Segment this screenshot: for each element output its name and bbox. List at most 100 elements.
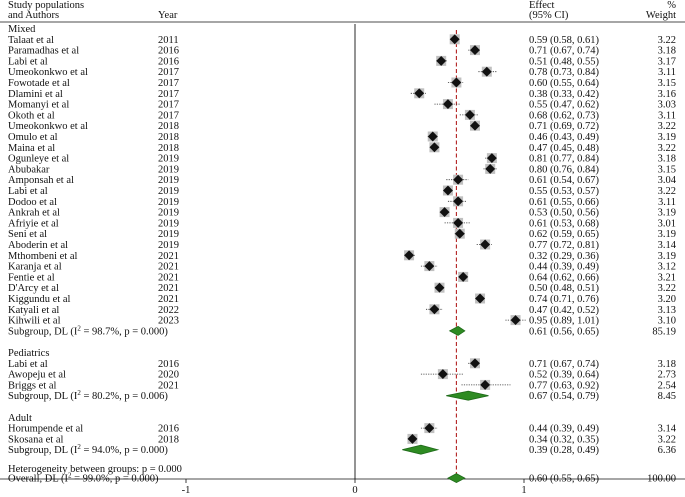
year-col-header: Year: [158, 10, 178, 21]
study-ci-text: 0.62 (0.59, 0.65): [529, 229, 599, 240]
x-tick-label: -1: [182, 485, 191, 496]
study-weight: 3.04: [658, 175, 677, 186]
study-label: Umeokonkwo et al: [8, 121, 88, 132]
study-weight: 3.22: [658, 283, 676, 294]
study-ci-text: 0.61 (0.55, 0.66): [529, 197, 599, 208]
study-weight: 3.10: [658, 316, 676, 327]
study-label: Talaat et al: [8, 35, 54, 46]
point-marker: [480, 379, 491, 390]
study-year: 2022: [158, 305, 179, 316]
study-year: 2021: [158, 251, 179, 262]
study-ci-text: 0.77 (0.72, 0.81): [529, 240, 599, 251]
study-ci-text: 0.55 (0.47, 0.62): [529, 100, 599, 111]
study-year: 2019: [158, 154, 179, 165]
study-weight: 3.12: [658, 262, 676, 273]
subgroup-label-sup: 2: [77, 389, 81, 397]
study-year: 2019: [158, 240, 179, 251]
study-label: Briggs et al: [8, 380, 56, 391]
subgroup-label-pre: Subgroup, DL (I: [8, 326, 78, 337]
study-label: Umeokonkwo et al: [8, 67, 88, 78]
point-marker: [424, 423, 435, 434]
study-ci-text: 0.46 (0.43, 0.49): [529, 132, 599, 143]
weight-col-header-2: Weight: [646, 10, 676, 21]
subgroup-weight: 6.36: [658, 445, 676, 456]
weight-col-header-1: %: [667, 0, 676, 11]
subgroup-diamond: [446, 390, 489, 401]
overall-label-sup: 2: [68, 472, 72, 480]
study-ci-text: 0.51 (0.48, 0.55): [529, 56, 599, 67]
study-ci-text: 0.44 (0.39, 0.49): [529, 424, 599, 435]
subgroup-weight: 8.45: [658, 391, 676, 402]
point-marker: [429, 142, 440, 153]
point-marker: [439, 207, 450, 218]
study-col-header-1: Study populations: [8, 0, 84, 11]
study-label: Ogunleye et al: [8, 154, 69, 165]
study-label: Skosana et al: [8, 434, 63, 445]
study-ci-text: 0.80 (0.76, 0.84): [529, 164, 599, 175]
study-label: Kiggundu et al: [8, 294, 70, 305]
point-marker: [453, 217, 464, 228]
study-label: Mthombeni et al: [8, 251, 77, 262]
study-ci-text: 0.71 (0.69, 0.72): [529, 121, 599, 132]
study-weight: 3.19: [658, 208, 676, 219]
point-marker: [453, 174, 464, 185]
study-ci-text: 0.64 (0.62, 0.66): [529, 272, 599, 283]
study-year: 2011: [158, 35, 179, 46]
subgroup-ci-text: 0.39 (0.28, 0.49): [529, 445, 599, 456]
subgroup-weight: 85.19: [652, 326, 676, 337]
study-year: 2018: [158, 121, 179, 132]
point-marker: [510, 315, 521, 326]
study-label: Labi et al: [8, 186, 48, 197]
study-year: 2017: [158, 89, 179, 100]
point-marker: [437, 369, 448, 380]
subgroup-label-post: = 98.7%, p = 0.000): [81, 326, 169, 337]
study-label: Momanyi et al: [8, 100, 69, 111]
heterogeneity-text: Heterogeneity between groups: p = 0.000: [8, 464, 182, 475]
study-weight: 3.11: [658, 110, 676, 121]
study-year: 2017: [158, 67, 179, 78]
subgroup-label: Subgroup, DL (I2 = 98.7%, p = 0.000): [8, 324, 168, 337]
study-year: 2023: [158, 316, 179, 327]
study-weight: 3.22: [658, 434, 676, 445]
study-weight: 3.13: [658, 305, 676, 316]
study-year: 2021: [158, 294, 179, 305]
overall-weight: 100.00: [647, 474, 676, 485]
study-label: Awopeju et al: [8, 370, 66, 381]
study-ci-text: 0.47 (0.45, 0.48): [529, 143, 599, 154]
study-year: 2016: [158, 56, 179, 67]
study-weight: 3.15: [658, 78, 676, 89]
point-marker: [443, 185, 453, 196]
study-weight: 3.11: [658, 197, 676, 208]
study-ci-text: 0.71 (0.67, 0.74): [529, 46, 599, 57]
study-label: Kihwili et al: [8, 316, 61, 327]
point-marker: [470, 358, 480, 369]
subgroup-label-pre: Subgroup, DL (I: [8, 391, 78, 402]
study-year: 2019: [158, 175, 179, 186]
study-ci-text: 0.59 (0.58, 0.61): [529, 35, 599, 46]
point-marker: [475, 293, 486, 304]
study-weight: 3.22: [658, 35, 676, 46]
study-year: 2020: [158, 370, 179, 381]
study-ci-text: 0.78 (0.73, 0.84): [529, 67, 599, 78]
point-marker: [480, 239, 491, 250]
overall-label-post: = 99.0%, p = 0.000): [71, 474, 159, 485]
study-ci-text: 0.50 (0.48, 0.51): [529, 283, 599, 294]
study-label: Amponsah et al: [8, 175, 74, 186]
study-ci-text: 0.95 (0.89, 1.01): [529, 316, 599, 327]
study-label: Seni et al: [8, 229, 47, 240]
point-marker: [429, 304, 440, 315]
overall-ci-text: 0.60 (0.55, 0.65): [529, 474, 599, 485]
study-ci-text: 0.68 (0.62, 0.73): [529, 110, 599, 121]
study-weight: 3.14: [658, 240, 677, 251]
subgroup-label: Subgroup, DL (I2 = 94.0%, p = 0.000): [8, 443, 168, 456]
subgroup-diamond: [448, 325, 466, 336]
study-label: Labi et al: [8, 359, 48, 370]
subgroup-diamond: [402, 444, 440, 455]
study-weight: 2.73: [658, 370, 676, 381]
study-label: D'Arcy et al: [8, 283, 59, 294]
study-year: 2019: [158, 229, 179, 240]
study-ci-text: 0.32 (0.29, 0.36): [529, 251, 599, 262]
study-weight: 3.22: [658, 186, 676, 197]
